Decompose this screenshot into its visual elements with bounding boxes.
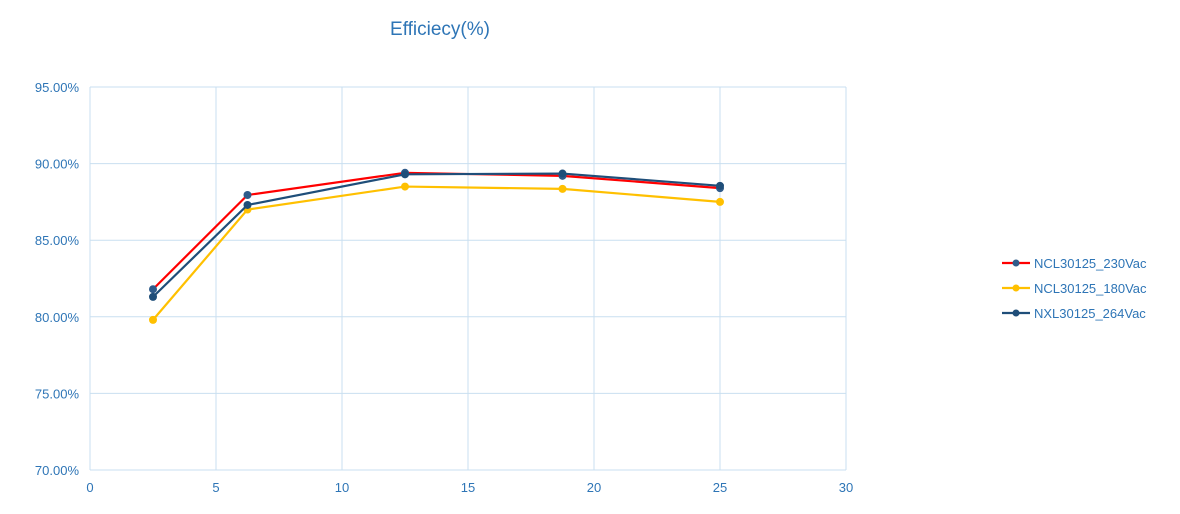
data-point bbox=[401, 182, 409, 191]
legend-marker bbox=[1012, 309, 1020, 317]
series-line bbox=[152, 185, 721, 321]
x-tick-label: 20 bbox=[587, 480, 601, 495]
data-point bbox=[716, 197, 724, 206]
y-tick-label: 70.00% bbox=[35, 463, 80, 478]
legend-marker bbox=[1012, 259, 1020, 267]
series-line bbox=[152, 171, 721, 291]
chart-title: Efficiecy(%) bbox=[390, 19, 490, 40]
data-point bbox=[401, 170, 409, 179]
y-tick-label: 85.00% bbox=[35, 233, 80, 248]
legend-label: NCL30125_230Vac bbox=[1034, 256, 1147, 271]
x-tick-label: 10 bbox=[335, 480, 349, 495]
y-tick-label: 80.00% bbox=[35, 310, 80, 325]
series-line bbox=[152, 172, 721, 298]
data-point bbox=[243, 200, 252, 209]
data-point bbox=[149, 285, 157, 294]
data-point bbox=[558, 169, 567, 178]
data-point bbox=[243, 191, 252, 200]
data-point bbox=[149, 315, 157, 324]
legend-marker bbox=[1012, 284, 1020, 292]
x-tick-label: 5 bbox=[212, 480, 219, 495]
y-tick-label: 95.00% bbox=[35, 80, 80, 95]
x-tick-label: 25 bbox=[713, 480, 727, 495]
series-NXL30125_264Vac bbox=[149, 169, 724, 301]
x-tick-label: 15 bbox=[461, 480, 475, 495]
series-NCL30125_180Vac bbox=[149, 182, 724, 324]
x-tick-label: 30 bbox=[839, 480, 853, 495]
axis-labels: 70.00% 75.00% 80.00% 85.00% 90.00% 95.00% 0 5 10… bbox=[35, 80, 853, 495]
series-group bbox=[149, 168, 724, 324]
data-point bbox=[558, 184, 567, 193]
legend-label: NCL30125_180Vac bbox=[1034, 281, 1147, 296]
y-tick-label: 90.00% bbox=[35, 157, 80, 172]
y-tick-label: 75.00% bbox=[35, 386, 80, 401]
legend: NCL30125_230Vac NCL30125_180Vac NXL30125_2… bbox=[1002, 256, 1147, 321]
data-point bbox=[149, 292, 157, 301]
x-tick-label: 0 bbox=[86, 480, 93, 495]
grid bbox=[89, 86, 847, 471]
legend-label: NXL30125_264Vac bbox=[1034, 306, 1146, 321]
data-point bbox=[716, 181, 724, 190]
